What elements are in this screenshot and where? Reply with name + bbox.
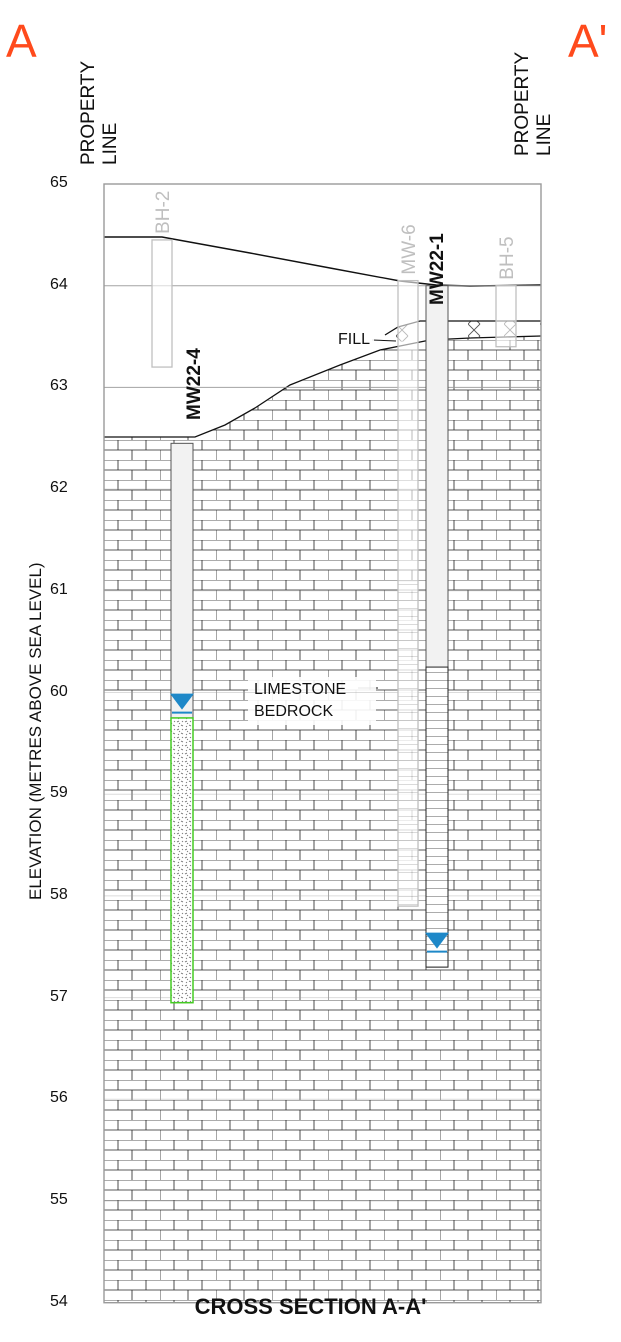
y-tick-label: 62 — [50, 479, 68, 497]
section-corner-a-prime: A' — [568, 15, 608, 67]
limestone-label-line1: LIMESTONE — [254, 681, 346, 698]
limestone-annotation: LIMESTONE BEDROCK — [254, 681, 346, 720]
fill-label: FILL — [338, 331, 370, 348]
historic-boring-label: BH-5 — [497, 236, 518, 279]
y-tick-label: 64 — [50, 275, 68, 293]
y-tick-label: 60 — [50, 682, 68, 700]
y-tick-label: 57 — [50, 987, 68, 1005]
limestone-bedrock-area — [104, 336, 541, 1303]
historic-well-screen — [397, 580, 419, 907]
y-tick-label: 56 — [50, 1089, 68, 1107]
y-tick-label: 58 — [50, 885, 68, 903]
water-level-marker — [170, 693, 194, 710]
fill-annotation: FILL — [338, 331, 370, 348]
monitoring-wells: MW22-4 MW22-1 — [170, 233, 449, 1004]
y-tick-label: 59 — [50, 784, 68, 802]
historic-boring-label: BH-2 — [153, 191, 174, 234]
fill-top-line — [384, 320, 541, 336]
y-tick-label: 54 — [50, 1292, 68, 1310]
well-screen — [425, 666, 449, 968]
y-tick-label: 63 — [50, 377, 68, 395]
y-tick-label: 55 — [50, 1191, 68, 1208]
limestone-label-backing — [248, 677, 376, 725]
limestone-label-line2: BEDROCK — [254, 703, 333, 720]
water-level-marker — [425, 932, 449, 949]
y-tick-label: 65 — [50, 174, 68, 191]
historic-boring-label: MW-6 — [399, 224, 420, 274]
well-screen — [170, 717, 194, 1004]
section-border — [103, 183, 542, 1304]
fill-leader-line — [371, 339, 397, 342]
section-corner-a: A — [6, 15, 37, 67]
section-frame — [103, 183, 542, 1304]
historic-boring — [495, 285, 517, 348]
limestone-bedrock — [104, 335, 542, 1303]
y-tick-label: 61 — [50, 580, 68, 598]
well-label: MW22-4 — [184, 348, 205, 420]
fill-label-backing — [334, 330, 374, 350]
well-label: MW22-1 — [427, 233, 448, 305]
historic-boring — [151, 239, 173, 368]
section-title: CROSS SECTION A-A' — [194, 1294, 427, 1319]
historic-borings: BH-2 MW-6 BH-5 — [151, 191, 518, 907]
